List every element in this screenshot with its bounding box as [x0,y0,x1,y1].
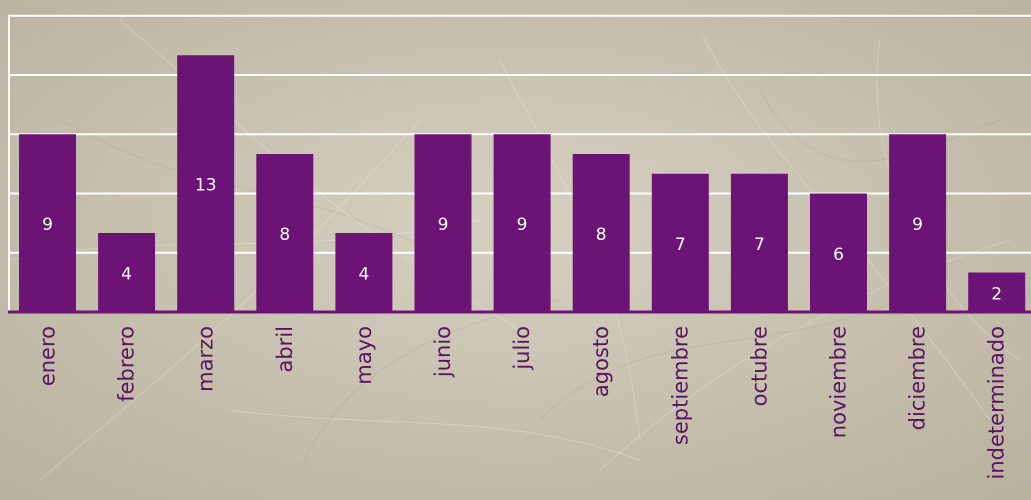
bar [889,134,947,312]
bar-value-label: 9 [438,215,449,235]
bar [730,173,788,312]
bar [177,55,235,312]
bar [335,233,393,312]
category-labels: enero febrero marzo abril mayo junio julio agos… [36,326,1009,479]
bar-value-label: 13 [195,176,217,196]
category-label: agosto [589,326,613,397]
bar-value-label: 9 [517,215,528,235]
category-label: septiembre [668,326,692,445]
bar [19,134,76,312]
category-label: marzo [194,326,218,392]
bar [572,154,630,312]
bar-value-label: 7 [754,235,765,255]
category-label: octubre [747,326,771,406]
bar-value-label: 4 [358,265,369,285]
bar [810,193,867,312]
data-labels: 9 4 13 8 4 9 9 8 7 7 6 9 2 [42,176,1002,305]
category-label: noviembre [827,326,851,438]
bar-value-label: 4 [121,265,132,285]
bar [414,134,472,312]
category-label: abril [273,326,297,373]
bar [651,173,709,312]
bar-value-label: 6 [833,245,844,265]
bar-value-label: 8 [596,225,607,245]
bar-value-label: 9 [912,215,923,235]
bars [19,55,1026,312]
bar-value-label: 2 [991,284,1002,304]
category-label: julio [510,326,534,371]
bar [493,134,551,312]
category-label: enero [36,326,60,386]
category-label: diciembre [906,326,930,430]
bar [256,154,314,312]
bar-value-label: 8 [279,225,290,245]
category-label: indeterminado [985,326,1009,479]
bar [98,233,156,312]
category-label: febrero [115,326,139,402]
bar-value-label: 7 [675,235,686,255]
bar [968,272,1026,312]
category-label: mayo [352,326,376,385]
category-label: junio [431,326,455,378]
bar-value-label: 9 [42,215,53,235]
